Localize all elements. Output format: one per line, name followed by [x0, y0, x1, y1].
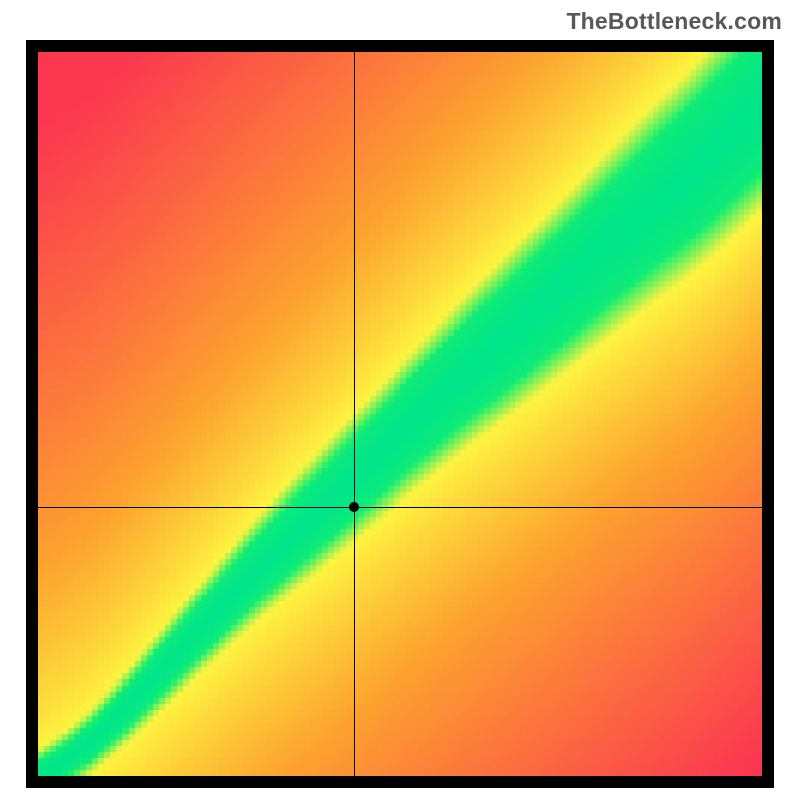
crosshair-horizontal	[38, 507, 762, 508]
crosshair-vertical	[354, 52, 355, 776]
heatmap-canvas	[38, 52, 762, 776]
attribution-text: TheBottleneck.com	[566, 8, 782, 35]
plot-frame	[26, 40, 774, 788]
figure: TheBottleneck.com	[0, 0, 800, 800]
plot-area	[38, 52, 762, 776]
data-point-marker	[349, 502, 359, 512]
